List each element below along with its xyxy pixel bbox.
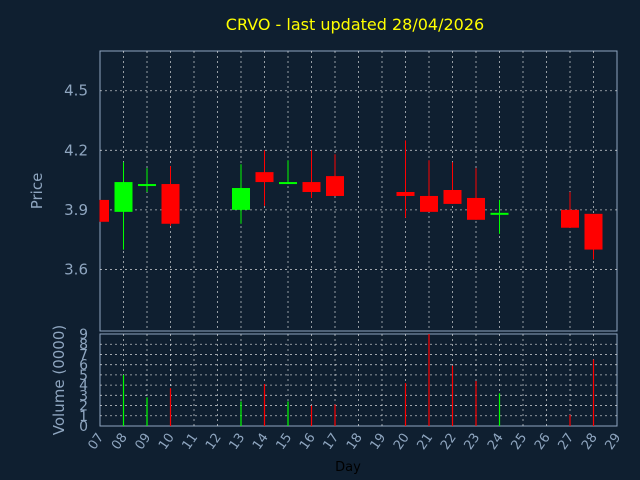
candle-body xyxy=(584,213,603,250)
candle-body xyxy=(420,195,438,212)
x-tick-label: 13 xyxy=(226,431,248,453)
x-tick-label: 24 xyxy=(485,431,507,453)
volume-tick-label: 8 xyxy=(79,337,88,353)
price-tick-label: 3.9 xyxy=(64,201,88,219)
volume-axis-label: Volume (0000) xyxy=(50,325,68,435)
x-ticks: 07 08 09 10 11 12 13 14 15 16 17 18 19 20 21 22 23 24 25 26… xyxy=(85,431,624,453)
chart-title: CRVO - last updated 28/04/2026 xyxy=(226,15,484,34)
x-tick-label: 27 xyxy=(555,431,577,453)
candles xyxy=(99,140,603,260)
price-axis-label: Price xyxy=(28,173,46,210)
x-tick-label: 25 xyxy=(508,431,530,453)
x-tick-label: 10 xyxy=(156,431,178,453)
price-tick-label: 4.2 xyxy=(64,141,88,159)
x-tick-label: 21 xyxy=(414,431,436,453)
x-tick-label: 22 xyxy=(438,431,460,453)
candle-body xyxy=(302,182,321,192)
candle-body xyxy=(490,212,509,215)
volume-bars xyxy=(122,334,595,426)
volume-tick-label: 2 xyxy=(79,399,88,415)
x-tick-label: 26 xyxy=(532,431,554,453)
candle-body xyxy=(561,209,579,228)
x-tick-label: 18 xyxy=(344,431,366,453)
x-tick-label: 19 xyxy=(367,431,389,453)
x-tick-label: 15 xyxy=(273,431,295,453)
candle-body xyxy=(467,197,485,220)
x-tick-label: 11 xyxy=(179,431,201,453)
x-tick-label: 28 xyxy=(579,431,601,453)
volume-tick-label: 7 xyxy=(79,347,88,363)
candle-body xyxy=(443,190,462,204)
candle-body xyxy=(161,184,180,224)
volume-tick-label: 1 xyxy=(79,409,88,425)
x-tick-label: 14 xyxy=(250,431,272,453)
volume-tick-label: 3 xyxy=(79,388,88,404)
x-tick-label: 09 xyxy=(132,431,154,453)
volume-grid xyxy=(100,334,617,426)
candle-body xyxy=(326,176,344,196)
volume-tick-label: 4 xyxy=(79,378,88,394)
candle-body xyxy=(396,191,415,196)
candle-body xyxy=(255,172,274,183)
x-axis-label: Day xyxy=(335,460,361,475)
x-tick-label: 12 xyxy=(203,431,225,453)
candle-body xyxy=(279,182,297,185)
candle-body xyxy=(114,182,133,212)
candle-body xyxy=(232,188,250,210)
volume-tick-label: 6 xyxy=(79,358,88,374)
price-ticks: 3.6 3.9 4.2 4.5 xyxy=(64,82,88,279)
candle-body xyxy=(100,199,109,222)
x-tick-label: 23 xyxy=(461,431,483,453)
volume-tick-label: 0 xyxy=(79,419,88,435)
candle-body xyxy=(138,184,156,187)
x-tick-label: 16 xyxy=(297,431,319,453)
x-tick-label: 20 xyxy=(391,431,413,453)
price-tick-label: 3.6 xyxy=(64,260,88,278)
volume-tick-label: 9 xyxy=(79,327,88,343)
volume-tick-label: 5 xyxy=(79,368,88,384)
x-tick-label: 29 xyxy=(602,431,624,453)
price-tick-label: 4.5 xyxy=(64,82,88,100)
x-tick-label: 17 xyxy=(320,431,342,453)
x-tick-label: 07 xyxy=(85,431,107,453)
x-tick-label: 08 xyxy=(109,431,131,453)
